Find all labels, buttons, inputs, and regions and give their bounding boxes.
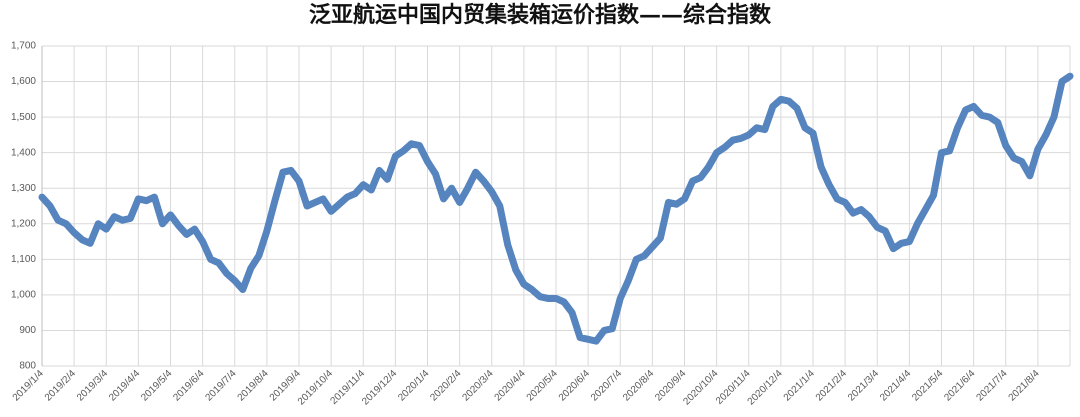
x-tick-label: 2019/4/4: [107, 368, 143, 404]
x-tick-label: 2020/7/4: [589, 368, 625, 404]
x-tick-label: 2019/12/4: [360, 368, 400, 408]
y-tick-label: 1,500: [11, 112, 36, 123]
y-tick-label: 1,200: [11, 218, 36, 229]
x-tick-label: 2020/8/4: [621, 368, 657, 404]
y-tick-label: 1,700: [11, 41, 36, 52]
x-tick-label: 2021/2/4: [814, 368, 850, 404]
chart-title: 泛亚航运中国内贸集装箱运价指数——综合指数: [309, 2, 772, 28]
y-tick-label: 1,000: [11, 290, 36, 301]
x-tick-label: 2019/10/4: [296, 368, 336, 408]
x-tick-label: 2021/8/4: [1007, 368, 1043, 404]
x-tick-label: 2020/3/4: [460, 368, 496, 404]
x-tick-label: 2019/2/4: [43, 368, 79, 404]
x-tick-label: 2019/8/4: [236, 368, 272, 404]
y-tick-label: 800: [19, 361, 36, 372]
y-tick-label: 1,100: [11, 254, 36, 265]
x-tick-label: 2020/1/4: [396, 368, 432, 404]
x-tick-label: 2020/4/4: [493, 368, 529, 404]
y-tick-label: 1,400: [11, 147, 36, 158]
x-tick-label: 2019/1/4: [11, 368, 47, 404]
x-tick-label: 2020/6/4: [557, 368, 593, 404]
x-tick-label: 2020/10/4: [681, 368, 721, 408]
x-tick-label: 2021/4/4: [878, 368, 914, 404]
y-tick-label: 1,300: [11, 183, 36, 194]
x-tick-label: 2020/5/4: [525, 368, 561, 404]
x-tick-label: 2021/3/4: [846, 368, 882, 404]
x-tick-label: 2019/3/4: [75, 368, 111, 404]
x-tick-label: 2021/5/4: [910, 368, 946, 404]
x-tick-label: 2020/12/4: [746, 368, 786, 408]
x-tick-label: 2019/5/4: [139, 368, 175, 404]
x-tick-label: 2019/6/4: [171, 368, 207, 404]
x-tick-label: 2021/7/4: [974, 368, 1010, 404]
x-tick-label: 2019/7/4: [203, 368, 239, 404]
x-tick-label: 2021/1/4: [782, 368, 818, 404]
y-tick-label: 900: [19, 325, 36, 336]
data-line: [38, 72, 1074, 345]
y-tick-label: 1,600: [11, 76, 36, 87]
x-tick-label: 2021/6/4: [942, 368, 978, 404]
x-tick-label: 2020/2/4: [428, 368, 464, 404]
